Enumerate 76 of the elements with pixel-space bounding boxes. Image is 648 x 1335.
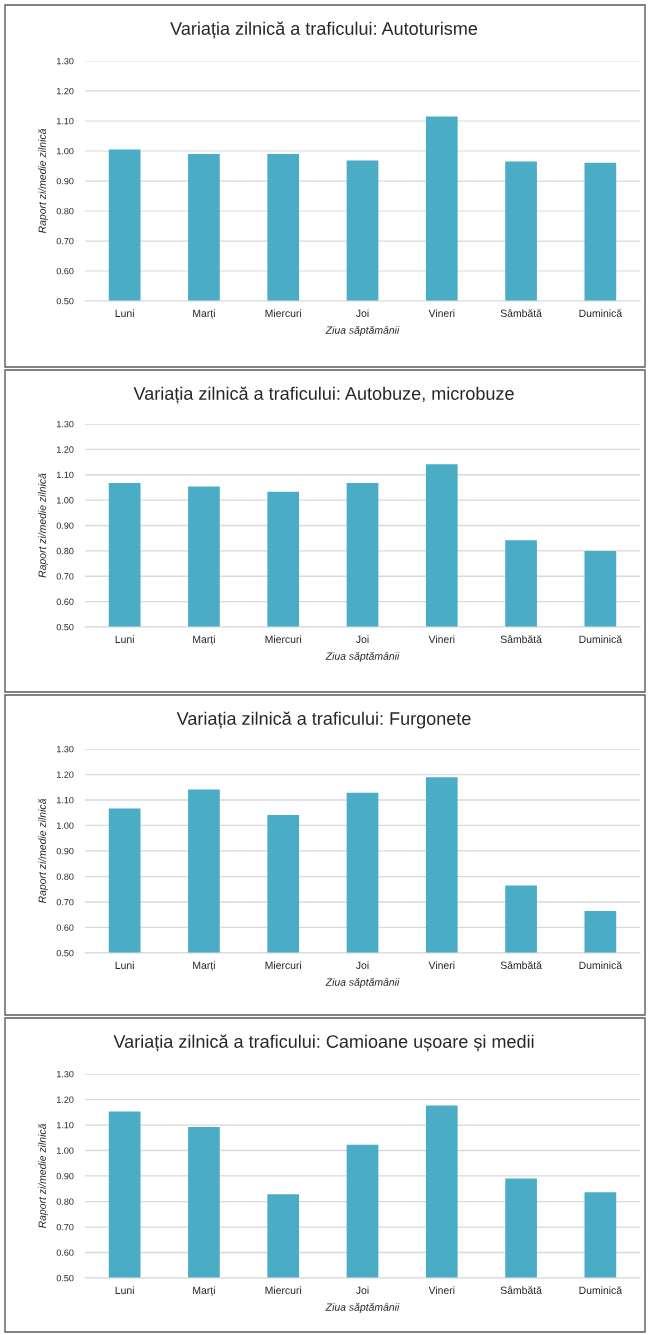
x-axis-title: Ziua săptămânii bbox=[325, 1303, 400, 1313]
x-tick-label: Duminică bbox=[579, 961, 623, 969]
y-tick-label: 0.80 bbox=[56, 1198, 74, 1205]
x-tick-label: Marți bbox=[193, 1286, 215, 1297]
chart-title: Variația zilnică a traficului: Autoturisme bbox=[170, 21, 478, 39]
y-tick-label: 0.70 bbox=[56, 573, 74, 580]
x-tick-label: Miercuri bbox=[265, 309, 302, 317]
x-tick-label: Vineri bbox=[428, 961, 455, 969]
x-tick-label: Joi bbox=[356, 961, 369, 969]
y-tick-label: 0.50 bbox=[56, 623, 74, 631]
x-tick-label: Luni bbox=[115, 1286, 134, 1294]
y-tick-label: 1.30 bbox=[57, 745, 74, 753]
y-tick-label: 0.60 bbox=[56, 598, 74, 605]
y-tick-label: 1.30 bbox=[57, 1070, 74, 1078]
chart-title: Variația zilnică a traficului: Autobuze, microbuze bbox=[133, 386, 514, 404]
x-tick-label: Joi bbox=[356, 1286, 369, 1294]
x-tick-label: Vineri bbox=[428, 309, 455, 317]
y-axis-title: Raport zi/medie zilnică bbox=[38, 473, 48, 578]
x-axis-title: Ziua săptămânii bbox=[325, 326, 400, 336]
x-tick-label: Sâmbătă bbox=[500, 961, 542, 969]
x-tick-label: Vineri bbox=[428, 1286, 455, 1294]
y-tick-label: 1.30 bbox=[57, 57, 74, 65]
y-tick-label: 1.20 bbox=[57, 771, 74, 778]
x-axis-title: Ziua săptămânii bbox=[325, 652, 400, 662]
y-axis-title: Raport zi/medie zilnică bbox=[38, 1123, 48, 1229]
x-tick-label: Luni bbox=[115, 635, 134, 643]
y-tick-label: 0.90 bbox=[56, 522, 74, 529]
y-tick-label: 0.60 bbox=[56, 267, 74, 275]
y-tick-label: 1.10 bbox=[57, 117, 74, 125]
y-tick-label: 1.00 bbox=[57, 497, 74, 504]
y-axis-title: Raport zi/medie zilnică bbox=[38, 798, 48, 904]
y-tick-label: 0.90 bbox=[56, 847, 74, 855]
x-tick-label: Miercuri bbox=[265, 961, 302, 969]
x-tick-label: Sâmbătă bbox=[500, 309, 542, 317]
y-tick-label: 0.60 bbox=[56, 1249, 74, 1256]
y-tick-label: 1.10 bbox=[57, 471, 74, 479]
x-tick-label: Marți bbox=[193, 635, 215, 646]
x-tick-label: Sâmbătă bbox=[500, 1286, 542, 1294]
y-tick-label: 1.00 bbox=[57, 1147, 74, 1154]
chart-title: Variația zilnică a traficului: Camioane ușoare și medii bbox=[113, 1034, 534, 1052]
x-tick-label: Sâmbătă bbox=[500, 635, 542, 643]
y-axis-title: Raport zi/medie zilnică bbox=[38, 128, 48, 234]
y-tick-label: 0.70 bbox=[56, 1223, 74, 1231]
x-tick-label: Joi bbox=[356, 635, 369, 643]
y-tick-label: 0.90 bbox=[56, 177, 74, 185]
y-tick-label: 1.00 bbox=[57, 822, 74, 829]
y-tick-label: 0.70 bbox=[56, 898, 74, 906]
x-tick-label: Miercuri bbox=[265, 1286, 302, 1294]
y-tick-label: 1.00 bbox=[57, 147, 74, 155]
y-tick-label: 1.10 bbox=[57, 796, 74, 804]
y-tick-label: 1.30 bbox=[57, 420, 74, 428]
x-tick-label: Luni bbox=[115, 309, 134, 317]
y-tick-label: 0.50 bbox=[56, 1274, 74, 1282]
x-tick-label: Joi bbox=[356, 309, 369, 317]
y-tick-label: 1.10 bbox=[57, 1121, 74, 1129]
y-tick-label: 0.50 bbox=[56, 949, 74, 957]
y-tick-label: 0.90 bbox=[56, 1172, 74, 1180]
y-tick-label: 0.80 bbox=[56, 547, 74, 555]
x-tick-label: Duminică bbox=[579, 1286, 623, 1294]
x-axis-title: Ziua săptămânii bbox=[325, 978, 400, 988]
x-tick-label: Luni bbox=[115, 961, 134, 969]
x-tick-label: Miercuri bbox=[265, 635, 302, 643]
x-tick-label: Duminică bbox=[579, 309, 623, 317]
x-tick-label: Duminică bbox=[579, 635, 623, 643]
x-tick-label: Marți bbox=[193, 309, 215, 320]
y-tick-label: 0.50 bbox=[56, 297, 74, 305]
y-tick-label: 0.80 bbox=[56, 873, 74, 880]
x-tick-label: Marți bbox=[193, 961, 215, 972]
x-tick-label: Vineri bbox=[428, 635, 455, 643]
chart-title: Variația zilnică a traficului: Furgonete bbox=[176, 711, 471, 729]
y-tick-label: 0.70 bbox=[56, 237, 74, 245]
y-tick-label: 1.20 bbox=[57, 1096, 74, 1103]
y-tick-label: 1.20 bbox=[57, 446, 74, 453]
y-tick-label: 0.60 bbox=[56, 924, 74, 931]
y-tick-label: 0.80 bbox=[56, 207, 74, 215]
y-tick-label: 1.20 bbox=[57, 87, 74, 95]
